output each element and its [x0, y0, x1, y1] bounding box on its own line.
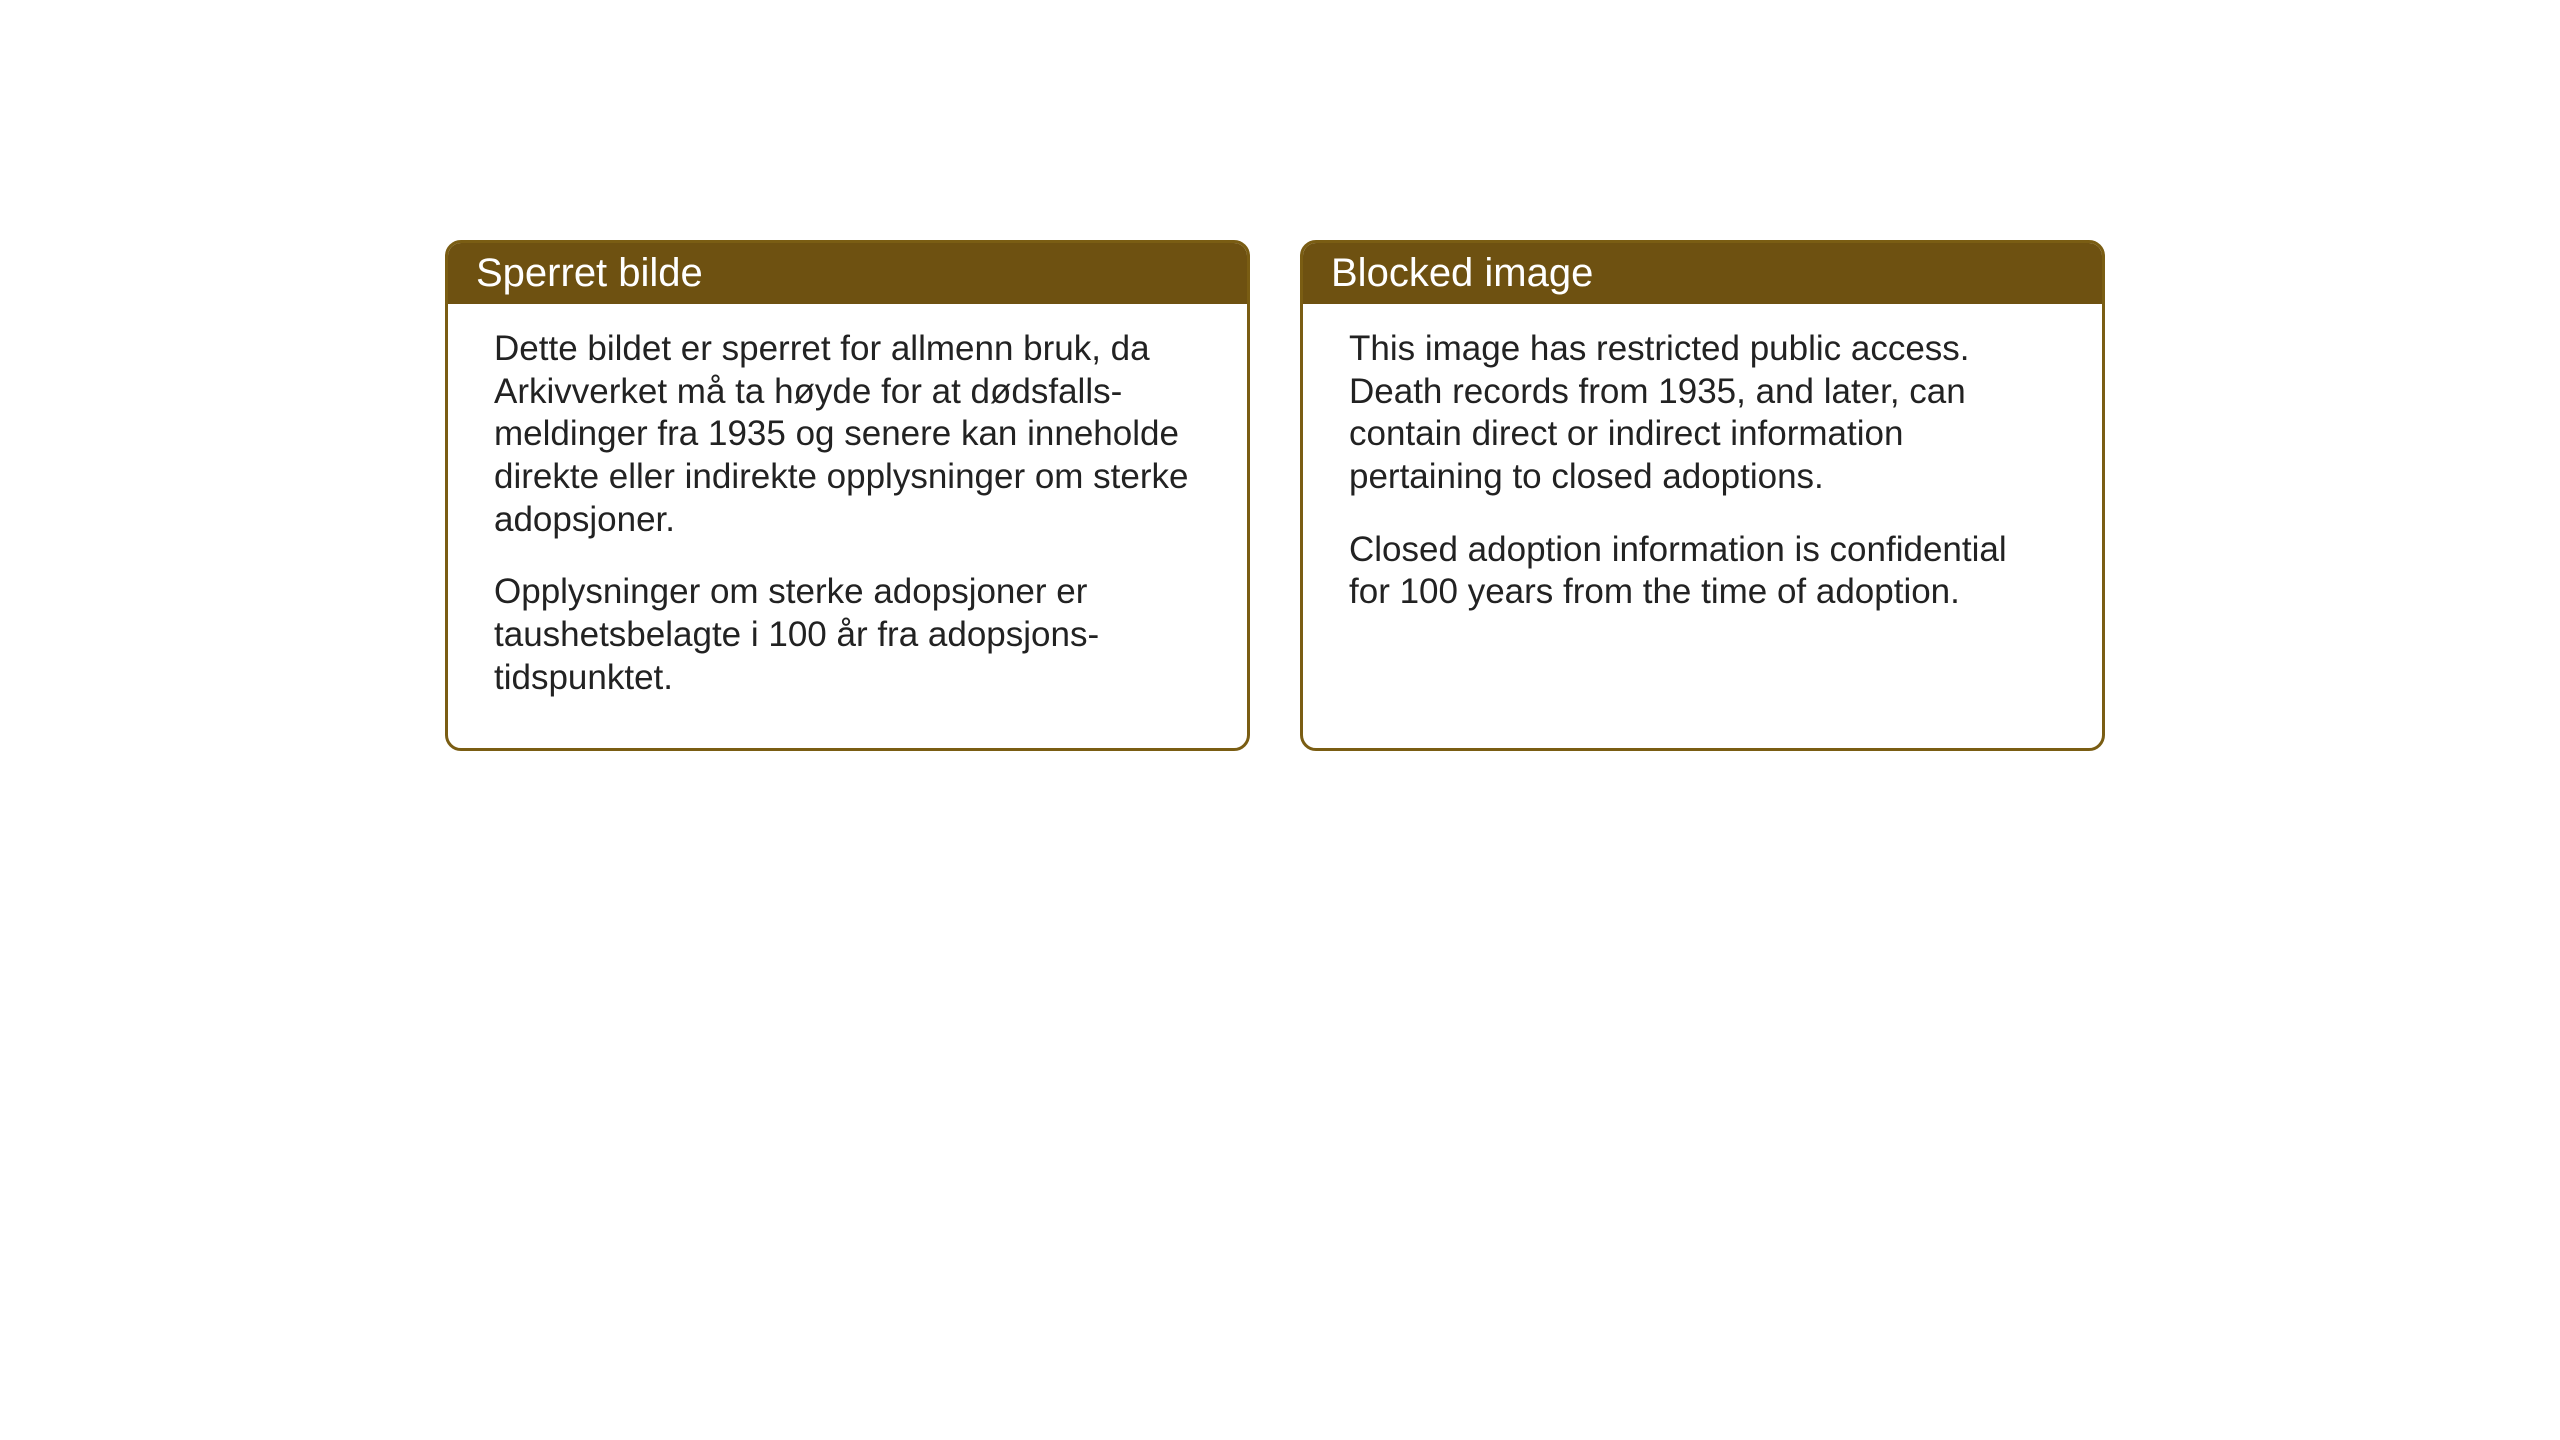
card-paragraph-1-norwegian: Dette bildet er sperret for allmenn bruk… [494, 328, 1201, 541]
card-body-norwegian: Dette bildet er sperret for allmenn bruk… [448, 304, 1247, 732]
card-paragraph-1-english: This image has restricted public access.… [1349, 328, 2056, 499]
notice-container: Sperret bilde Dette bildet er sperret fo… [445, 240, 2105, 751]
card-header-english: Blocked image [1303, 243, 2102, 304]
card-body-english: This image has restricted public access.… [1303, 304, 2102, 646]
card-paragraph-2-english: Closed adoption information is confident… [1349, 529, 2056, 614]
card-title-english: Blocked image [1331, 251, 1593, 295]
card-title-norwegian: Sperret bilde [476, 251, 703, 295]
notice-card-norwegian: Sperret bilde Dette bildet er sperret fo… [445, 240, 1250, 751]
card-header-norwegian: Sperret bilde [448, 243, 1247, 304]
notice-card-english: Blocked image This image has restricted … [1300, 240, 2105, 751]
card-paragraph-2-norwegian: Opplysninger om sterke adopsjoner er tau… [494, 571, 1201, 699]
